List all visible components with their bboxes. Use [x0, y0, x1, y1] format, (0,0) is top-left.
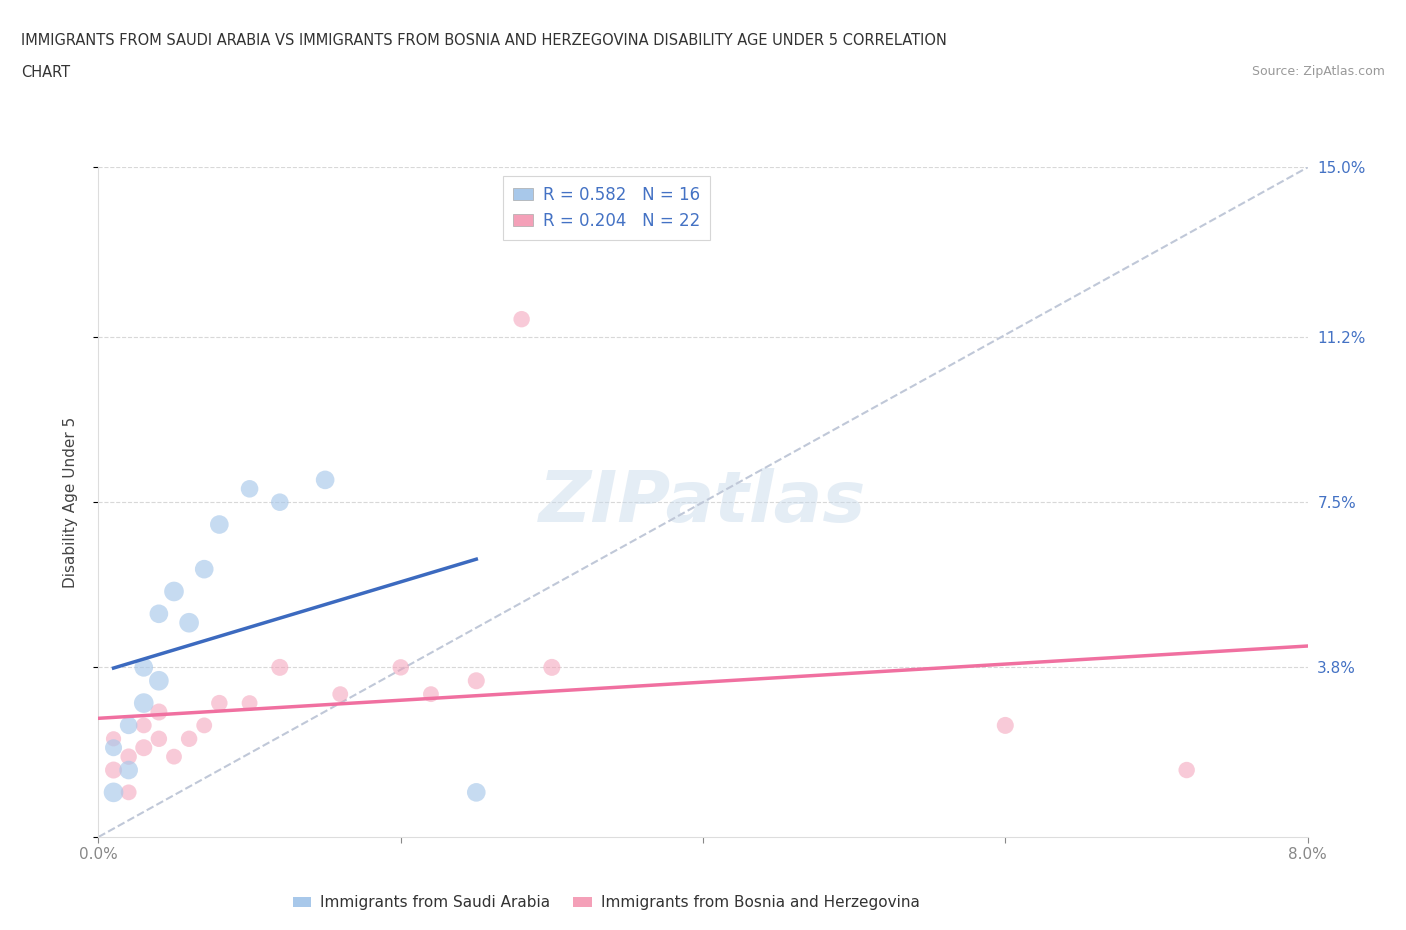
Point [465, 673, 488, 688]
Point [420, 686, 443, 701]
Point [329, 686, 352, 701]
Point [132, 740, 155, 755]
Point [148, 731, 170, 746]
Legend: Immigrants from Saudi Arabia, Immigrants from Bosnia and Herzegovina: Immigrants from Saudi Arabia, Immigrants… [287, 889, 925, 916]
Point [103, 731, 125, 746]
Text: ZIPatlas: ZIPatlas [540, 468, 866, 537]
Point [269, 495, 291, 510]
Point [389, 660, 412, 675]
Point [118, 785, 141, 800]
Point [208, 517, 231, 532]
Text: CHART: CHART [21, 65, 70, 80]
Point [103, 763, 125, 777]
Y-axis label: Disability Age Under 5: Disability Age Under 5 [63, 417, 77, 588]
Text: Source: ZipAtlas.com: Source: ZipAtlas.com [1251, 65, 1385, 78]
Point [179, 731, 201, 746]
Point [1175, 763, 1198, 777]
Point [132, 660, 155, 675]
Point [193, 718, 215, 733]
Point [103, 740, 125, 755]
Point [269, 660, 291, 675]
Point [179, 616, 201, 631]
Point [148, 705, 170, 720]
Point [510, 312, 533, 326]
Point [118, 763, 141, 777]
Point [239, 482, 262, 497]
Point [132, 696, 155, 711]
Point [193, 562, 215, 577]
Point [994, 718, 1017, 733]
Point [163, 750, 186, 764]
Point [208, 696, 231, 711]
Point [314, 472, 336, 487]
Point [541, 660, 564, 675]
Point [163, 584, 186, 599]
Point [465, 785, 488, 800]
Point [148, 673, 170, 688]
Point [148, 606, 170, 621]
Point [132, 718, 155, 733]
Text: IMMIGRANTS FROM SAUDI ARABIA VS IMMIGRANTS FROM BOSNIA AND HERZEGOVINA DISABILIT: IMMIGRANTS FROM SAUDI ARABIA VS IMMIGRAN… [21, 33, 948, 47]
Point [239, 696, 262, 711]
Point [118, 750, 141, 764]
Point [103, 785, 125, 800]
Point [118, 718, 141, 733]
